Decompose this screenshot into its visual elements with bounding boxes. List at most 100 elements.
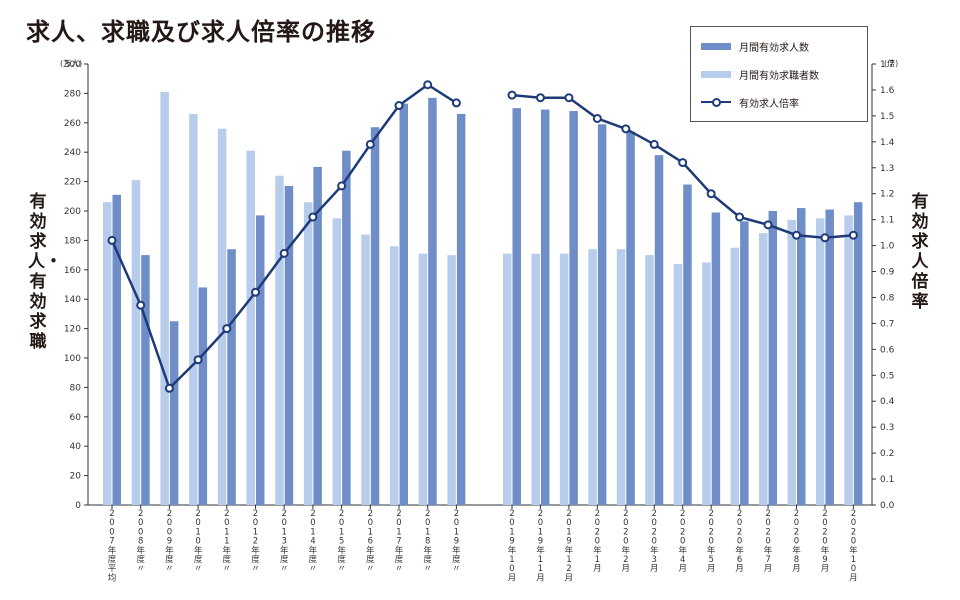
right-tick-label: 0.1 [880, 475, 894, 485]
bar-job-offers [683, 184, 692, 506]
right-tick-label: 0.8 [880, 293, 895, 303]
chart-title: 求人、求職及び求人倍率の推移 [26, 18, 376, 46]
bar-job-offers [540, 109, 550, 505]
x-tick-label: 2 0 1 8 年度〃 [423, 509, 432, 574]
bar-job-offers [169, 321, 179, 505]
ratio-point [279, 248, 289, 258]
left-tick-label: 280 [64, 89, 81, 99]
bar-job-offers [768, 211, 778, 505]
right-tick-label: 1.1 [880, 216, 894, 226]
x-tick-label: 2 0 1 7 年度〃 [395, 509, 404, 574]
right-tick-label: 1.7 [880, 60, 894, 70]
bar-job-offers [141, 255, 150, 505]
ratio-point [251, 287, 260, 297]
ratio-point [193, 355, 203, 365]
left-tick-label: 40 [70, 442, 82, 452]
bar-job-seekers [361, 234, 370, 505]
bar-job-offers [456, 113, 466, 505]
right-tick-label: 0.2 [880, 449, 894, 459]
bar-job-seekers [390, 246, 399, 505]
ratio-point [164, 383, 174, 393]
right-tick-label: 0.3 [880, 423, 894, 433]
bar-job-offers [313, 166, 322, 505]
bar-job-seekers [303, 202, 313, 505]
x-tick-label: 2 0 0 8 年度〃 [136, 509, 145, 574]
bar-job-seekers [730, 247, 740, 505]
right-axis-label: 有効求人倍率 [911, 192, 929, 312]
bar-job-seekers [531, 253, 540, 505]
right-tick-label: 1.3 [880, 164, 894, 174]
left-axis-unit: (万人) [60, 59, 83, 68]
legend-marker-ratio [701, 95, 731, 109]
left-tick-label: 80 [70, 383, 82, 393]
bar-job-offers [740, 221, 749, 506]
ratio-point [107, 235, 117, 245]
legend-item-job-seekers: 月間有効求職者数 [701, 67, 819, 82]
left-tick-label: 200 [64, 207, 81, 217]
bar-job-offers [399, 103, 408, 505]
bar-job-seekers [217, 128, 227, 505]
x-tick-label: 2 0 1 6 年度〃 [366, 509, 375, 574]
left-tick-label: 160 [64, 266, 81, 276]
left-tick-label: 140 [64, 295, 81, 305]
right-tick-label: 1.4 [880, 138, 895, 148]
legend-label-job-seekers: 月間有効求職者数 [739, 70, 819, 82]
bar-job-offers [428, 97, 437, 505]
bar-job-offers [256, 215, 265, 505]
right-tick-label: 0.5 [880, 371, 894, 381]
right-tick-label: 0.4 [880, 397, 895, 407]
bar-job-seekers [815, 218, 825, 505]
right-tick-label: 1.0 [880, 242, 895, 252]
bar-job-offers [284, 186, 294, 505]
bar-job-seekers [275, 175, 284, 505]
ratio-point [451, 98, 461, 108]
legend-label-ratio: 有効求人倍率 [739, 98, 799, 110]
bar-job-seekers [645, 255, 654, 505]
right-tick-label: 0.0 [880, 501, 895, 511]
bar-job-offers [711, 212, 721, 505]
bar-job-seekers [103, 202, 112, 505]
bar-job-offers [797, 208, 806, 505]
right-tick-label: 0.7 [880, 319, 894, 329]
ratio-point [621, 124, 631, 134]
left-tick-label: 240 [64, 148, 81, 158]
x-tick-label: 2 0 1 9 年度〃 [452, 509, 461, 574]
ratio-point [564, 93, 574, 103]
bar-job-offers [597, 124, 607, 506]
ratio-point [820, 233, 830, 243]
left-tick-label: 260 [64, 119, 81, 129]
bar-job-seekers [189, 113, 198, 505]
ratio-point [848, 230, 858, 240]
right-axis-unit: (倍) [884, 59, 899, 68]
right-tick-label: 1.5 [880, 112, 894, 122]
ratio-point [308, 212, 318, 222]
ratio-point [649, 139, 659, 149]
ratio-point [423, 80, 433, 90]
bar-job-offers [112, 194, 121, 505]
left-tick-label: 60 [70, 413, 82, 423]
x-tick-label: 2 0 1 4 年度〃 [309, 509, 318, 574]
legend-item-ratio: 有効求人倍率 [701, 95, 799, 110]
ratio-point [535, 93, 545, 103]
ratio-point [136, 300, 146, 310]
bar-job-offers [227, 249, 236, 505]
left-tick-label: 300 [64, 60, 81, 70]
bar-job-offers [853, 202, 863, 505]
legend-swatch-job-seekers [701, 70, 731, 78]
legend-swatch-job-offers [701, 42, 731, 50]
x-tick-label: 2 0 1 1 年度〃 [223, 509, 232, 574]
left-tick-label: 20 [70, 472, 82, 482]
ratio-point [365, 139, 375, 149]
bar-job-seekers [616, 249, 626, 505]
bar-job-seekers [332, 218, 342, 505]
bar-job-seekers [702, 262, 711, 505]
